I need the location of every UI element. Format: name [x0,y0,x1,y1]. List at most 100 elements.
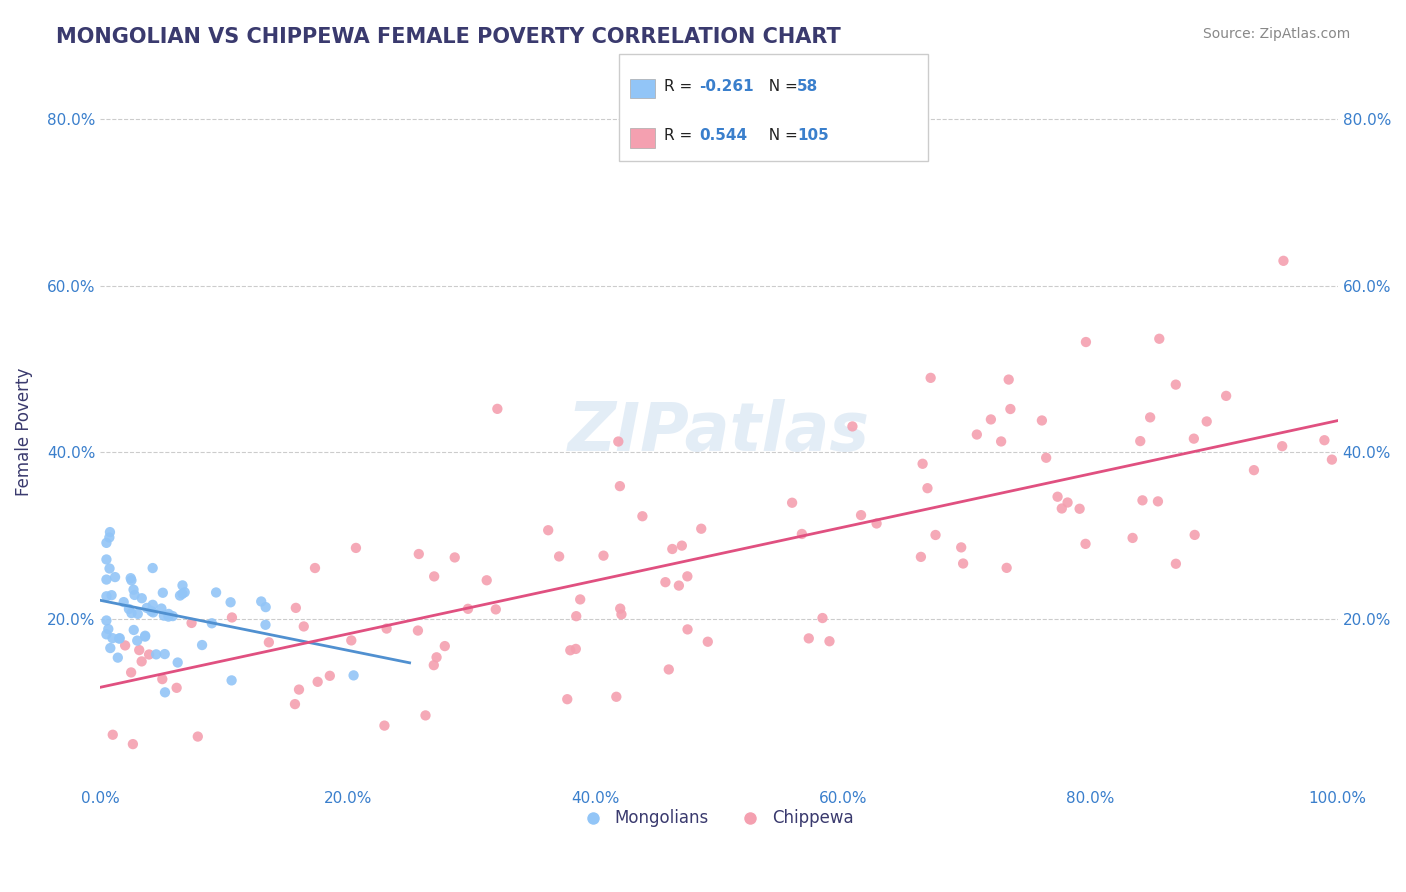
Point [1164,377,1187,392]
Point [676,623,699,637]
Point [917,481,939,495]
Point [128,643,150,657]
Point [950,541,973,555]
Point [141,604,163,618]
Point [257,635,280,649]
Point [1000,402,1022,417]
Point [911,457,934,471]
Point [166,656,188,670]
Point [152,586,174,600]
Point [97,622,120,636]
Point [1074,334,1097,349]
Point [1129,434,1152,449]
Point [910,549,932,564]
Point [120,665,142,680]
Point [609,479,631,493]
Point [135,601,157,615]
Point [134,630,156,644]
Point [96,614,118,628]
Point [157,607,180,621]
Point [1046,490,1069,504]
Point [96,552,118,566]
Point [592,549,614,563]
Point [565,609,588,624]
Point [548,549,571,564]
Point [661,541,683,556]
Point [201,616,224,631]
Point [408,547,430,561]
Point [1215,389,1237,403]
Point [169,589,191,603]
Point [131,654,153,668]
Point [1271,439,1294,453]
Text: N =: N = [759,128,803,144]
Legend: Mongolians, Chippewa: Mongolians, Chippewa [578,803,860,834]
Point [120,571,142,585]
Point [849,508,872,522]
Point [131,591,153,606]
Point [609,601,631,615]
Point [997,373,1019,387]
Point [120,574,142,588]
Point [426,650,449,665]
Point [162,609,184,624]
Point [1313,434,1336,448]
Point [537,523,560,537]
Point [1069,501,1091,516]
Point [173,585,195,599]
Point [127,633,149,648]
Point [920,371,942,385]
Point [1164,557,1187,571]
Point [555,692,578,706]
Text: ZIPatlas: ZIPatlas [568,399,870,465]
Point [124,588,146,602]
Text: MONGOLIAN VS CHIPPEWA FEMALE POVERTY CORRELATION CHART: MONGOLIAN VS CHIPPEWA FEMALE POVERTY COR… [56,27,841,46]
Point [1149,332,1171,346]
Point [101,631,124,645]
Point [995,561,1018,575]
Point [104,570,127,584]
Point [433,639,456,653]
Point [340,633,363,648]
Text: 58: 58 [797,79,818,94]
Point [415,708,437,723]
Text: 105: 105 [797,128,830,144]
Point [485,602,508,616]
Point [100,588,122,602]
Point [153,647,176,661]
Point [811,611,834,625]
Point [607,434,630,449]
Point [1147,494,1170,508]
Point [841,419,863,434]
Point [1074,537,1097,551]
Point [96,589,118,603]
Text: R =: R = [664,79,697,94]
Point [406,624,429,638]
Point [1031,413,1053,427]
Point [142,598,165,612]
Point [1122,531,1144,545]
Point [180,615,202,630]
Point [818,634,841,648]
Point [98,525,121,540]
Point [658,663,681,677]
Point [1056,495,1078,509]
Point [423,569,446,583]
Point [150,601,173,615]
Point [671,539,693,553]
Point [342,668,364,682]
Point [690,522,713,536]
Point [221,673,243,688]
Point [191,638,214,652]
Point [96,573,118,587]
Point [145,648,167,662]
Point [865,516,887,531]
Text: -0.261: -0.261 [699,79,754,94]
Point [108,632,131,646]
Point [1139,410,1161,425]
Point [221,610,243,624]
Point [112,595,135,609]
Point [127,607,149,621]
Point [1320,452,1343,467]
Text: Source: ZipAtlas.com: Source: ZipAtlas.com [1202,27,1350,41]
